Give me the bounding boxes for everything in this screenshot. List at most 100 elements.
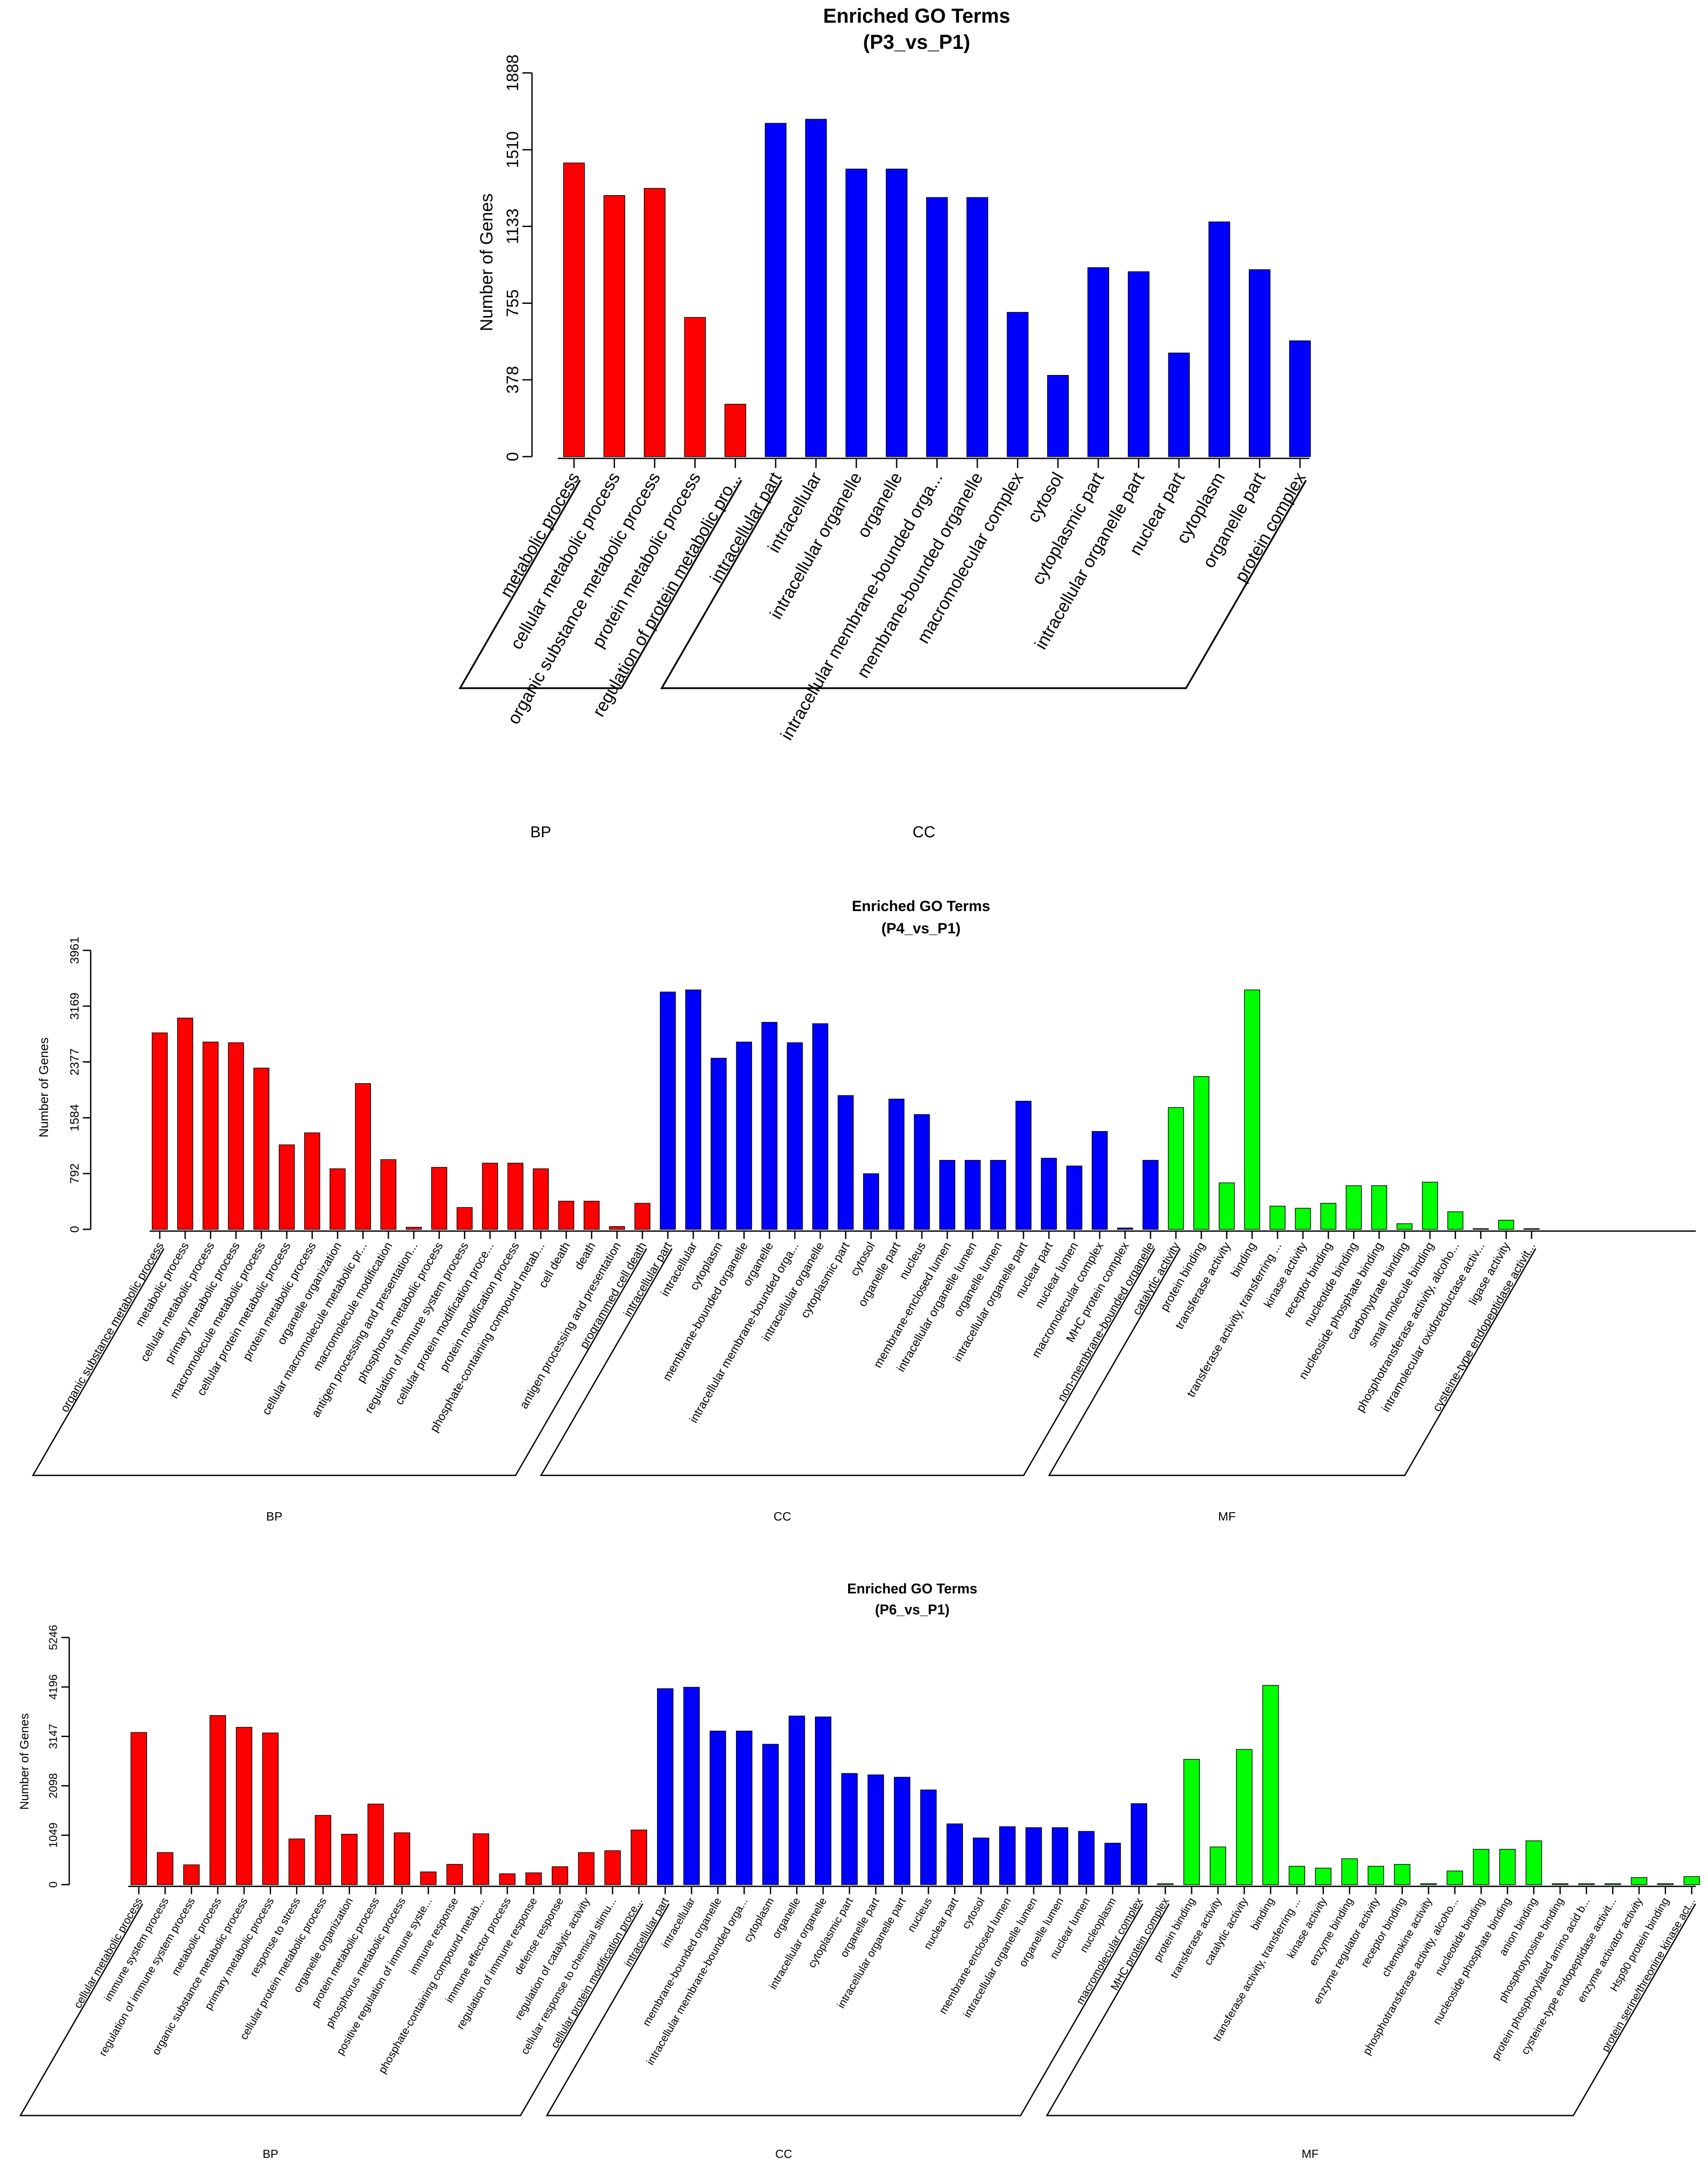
panel-3-bar: [131, 1732, 147, 1885]
panel-1-axes: 0 378 755 1133 1510 1888: [504, 55, 1309, 468]
panel-3-y-tick-label: 1049: [47, 1823, 60, 1848]
panel-3-bar: [1683, 1876, 1700, 1885]
panel-3-bar: [341, 1834, 358, 1885]
panel-2-bar: [1193, 1076, 1210, 1230]
panel-2-bar: [1219, 1182, 1235, 1230]
panel-3-bar: [1262, 1685, 1279, 1885]
panel-3-bar: [683, 1687, 700, 1885]
panel-1-y-tick-label: 1510: [504, 131, 522, 169]
panel-1-bar: [724, 404, 746, 457]
panel-3-bar: [1578, 1883, 1595, 1885]
panel-3-bar: [1473, 1849, 1490, 1885]
panel-3-bar: [236, 1727, 252, 1885]
panel-3-axes: 0 1049 2098 3147 4196 5246: [47, 1625, 1696, 1894]
panel-2-bar: [355, 1083, 371, 1230]
panel-3-bar: [210, 1715, 226, 1885]
panel-2-bar: [711, 1058, 727, 1230]
panel-1-bar: [1249, 269, 1271, 457]
panel-3-bar: [762, 1744, 779, 1885]
panel-2-bar: [990, 1160, 1006, 1230]
panel-3-bar: [1315, 1868, 1332, 1885]
panel-2-bar: [634, 1203, 651, 1230]
panel-2-bar: [609, 1226, 625, 1230]
panel-3-bar: [473, 1833, 489, 1885]
panel-2-bar: [507, 1163, 524, 1230]
panel-3-bar: [867, 1774, 884, 1885]
panel-1-y-tick-label: 1133: [504, 209, 522, 244]
panel-2-subtitle: (P4_vs_P1): [881, 920, 960, 937]
panel-3-bar: [1236, 1749, 1253, 1885]
panel-2-bar: [1396, 1223, 1413, 1230]
panel-2-bar: [838, 1095, 854, 1230]
panel-1-bar: [1047, 375, 1069, 457]
panel-1-bar: [1007, 312, 1029, 457]
panel-3-y-axis-label: Number of Genes: [17, 1713, 31, 1810]
panel-1-bar: [684, 317, 706, 457]
panel-2-bar: [482, 1163, 498, 1230]
panel-2-bar: [1346, 1185, 1362, 1230]
panel-3-bar: [157, 1852, 174, 1885]
panel-3-bar: [1210, 1846, 1227, 1885]
panel-3-bar: [894, 1777, 911, 1885]
panel-2-bar: [558, 1201, 574, 1230]
panel-1-bar: [1208, 221, 1230, 457]
panel-3-bar: [1131, 1803, 1148, 1885]
panel-3-bar: [999, 1826, 1016, 1885]
panel-1-bar: [805, 119, 827, 457]
panel-3-bar: [367, 1803, 384, 1885]
panel-2-bar: [1371, 1185, 1387, 1230]
panel-3-bar: [946, 1823, 963, 1885]
panel-2-bar: [812, 1023, 828, 1230]
panel-2-y-tick-label: 0: [68, 1226, 81, 1233]
panel-3-bar: [446, 1864, 463, 1885]
panel-2-bar: [761, 1022, 778, 1230]
panel-3-title: Enriched GO Terms: [847, 1581, 977, 1596]
panel-1-bar: [765, 123, 787, 457]
panel-2-bar: [203, 1042, 219, 1230]
panel-2-group-bracket: [31, 1248, 647, 1476]
panel-2-bar: [965, 1160, 981, 1230]
panel-2-bar: [1473, 1228, 1489, 1230]
panel-2-y-tick-label: 792: [68, 1163, 81, 1184]
panel-2-bar: [584, 1201, 600, 1230]
panel-3-group-label: MF: [1302, 2147, 1319, 2161]
panel-2-y-axis-label: Number of Genes: [37, 1038, 51, 1138]
panel-3-bar: [1499, 1849, 1516, 1885]
panel-3-bar: [1394, 1864, 1411, 1885]
panel-2-axes: 0 792 1584 2377 3169 3961: [68, 937, 1696, 1239]
panel-2-y-tick-label: 2377: [68, 1048, 81, 1075]
panel-1-y-tick-label: 0: [504, 452, 522, 461]
panel-1-y-tick-label: 378: [504, 366, 522, 393]
panel-2-title: Enriched GO Terms: [852, 898, 990, 915]
panel-2-bar: [1066, 1166, 1083, 1230]
panel-2-bar: [1092, 1131, 1108, 1230]
panel-3-bar: [1368, 1866, 1384, 1885]
panel-1-bar: [966, 197, 988, 457]
panel-2-group-brackets: BP CC MF: [31, 1248, 1536, 1523]
panel-2-bar: [736, 1042, 752, 1230]
panel-3-bar: [1552, 1883, 1568, 1885]
panel-3-bars: [131, 1685, 1700, 1885]
panel-3-group-brackets: BP CC MF: [19, 1903, 1696, 2161]
panel-2-y-tick-label: 1584: [68, 1104, 81, 1131]
panel-3-subtitle: (P6_vs_P1): [875, 1602, 950, 1617]
panel-1-group-label: CC: [913, 823, 935, 841]
panel-3-group-bracket: [546, 1903, 1144, 2116]
panel-3-bar: [289, 1838, 305, 1885]
panel-3-bar: [1631, 1877, 1647, 1885]
panel-3-bar: [1052, 1827, 1069, 1885]
panel-3-bar: [1657, 1883, 1674, 1885]
panel-1-bar: [1087, 267, 1109, 457]
panel-3-bar: [525, 1872, 542, 1885]
panel-3-bar: [788, 1715, 805, 1885]
panel-1-bar: [563, 162, 585, 457]
panel-2-bar: [1015, 1101, 1032, 1230]
panel-3-group-bracket: [19, 1903, 643, 2116]
panel-2-bar: [1295, 1208, 1311, 1230]
panel-3-bar: [1420, 1883, 1437, 1885]
panel-2-bar: [1168, 1107, 1184, 1230]
panel-1-y-axis-label: Number of Genes: [477, 193, 496, 331]
panel-3-group-bracket: [1045, 1903, 1696, 2116]
panel-2-bar: [177, 1018, 193, 1230]
